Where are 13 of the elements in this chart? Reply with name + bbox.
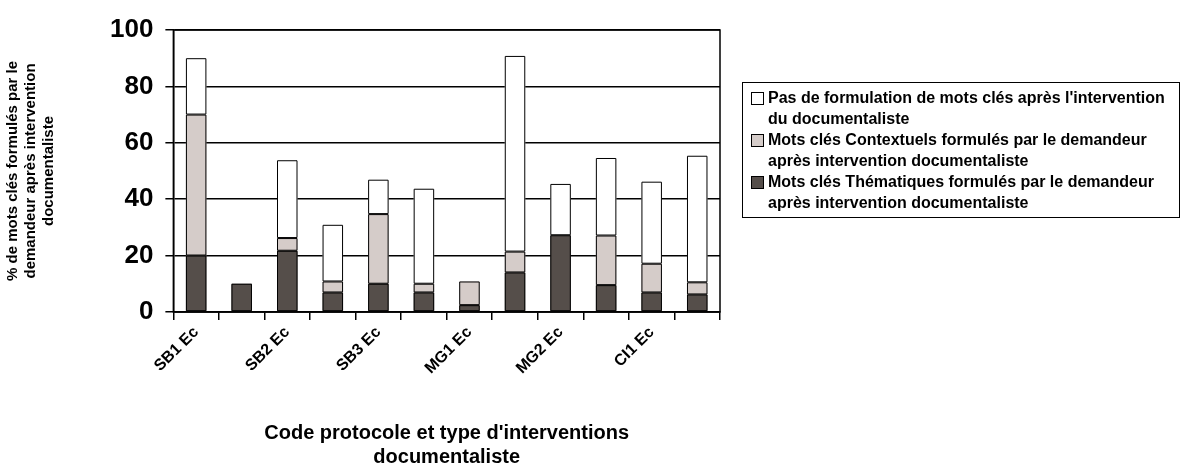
x-tick-label: CI1 Ec	[610, 322, 657, 370]
y-axis-title: % de mots clés formulés par le demandeur après intervention documentaliste	[3, 60, 57, 281]
y-tick-label: 80	[124, 69, 154, 100]
x-tick-label: SB3 Ec	[332, 322, 384, 374]
text: Pas de formulation de mots clés après l'intervention du documentaliste	[768, 88, 1166, 129]
x-axis-title: Code protocole et type d'interventions documentaliste	[264, 420, 630, 467]
y-tick-label: 60	[124, 125, 154, 156]
legend-label: Mots clés Contextuels formulés par le demandeur après intervention documentaliste	[768, 130, 1148, 171]
y-tick-label: 100	[109, 13, 154, 44]
x-tick-label: SB2 Ec	[241, 322, 293, 374]
legend-label: Mots clés Thématiques formulés par le demandeur après intervention documentaliste	[768, 172, 1155, 213]
y-tick-label: 20	[124, 238, 154, 269]
y-tick-label: 40	[124, 182, 154, 213]
